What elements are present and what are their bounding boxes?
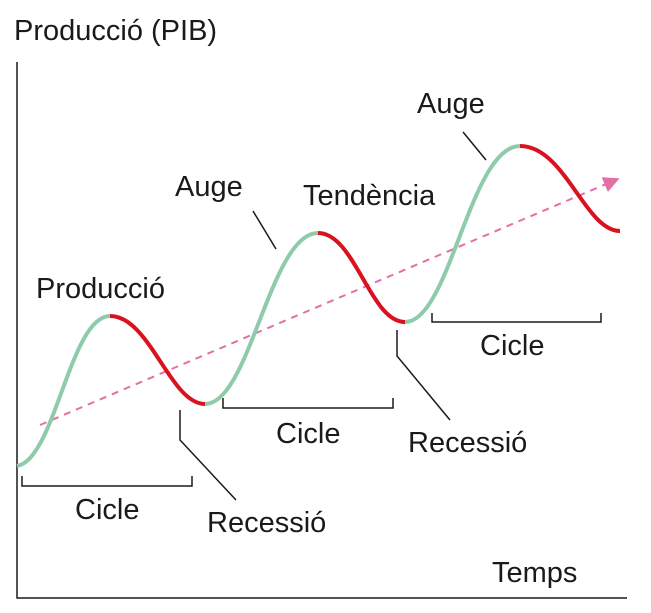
label: Auge [417, 88, 485, 120]
label: Auge [175, 171, 243, 203]
leader-line [179, 410, 237, 501]
cycle-bracket [21, 476, 193, 487]
label: Cicle [75, 494, 139, 526]
leader-line [252, 210, 277, 250]
trend-line [39, 177, 620, 426]
leader-line [396, 330, 451, 421]
title: Producció (PIB) [14, 15, 217, 47]
leader-line [462, 131, 487, 161]
label: Recessió [408, 427, 527, 459]
expansion [16, 314, 111, 468]
cycle-bracket [431, 313, 602, 323]
contraction [519, 144, 621, 233]
label: Cicle [276, 418, 340, 450]
label: Cicle [480, 330, 544, 362]
cycle-bracket [222, 398, 394, 409]
contraction [317, 231, 406, 324]
label: Recessió [207, 507, 326, 539]
expansion [204, 231, 319, 406]
label: Tendència [303, 180, 436, 212]
axes [16, 62, 627, 599]
cycle-curve [16, 144, 621, 468]
x-axis-label: Temps [492, 557, 577, 589]
expansion [404, 144, 521, 324]
label: Producció [36, 273, 165, 305]
contraction [109, 314, 206, 406]
